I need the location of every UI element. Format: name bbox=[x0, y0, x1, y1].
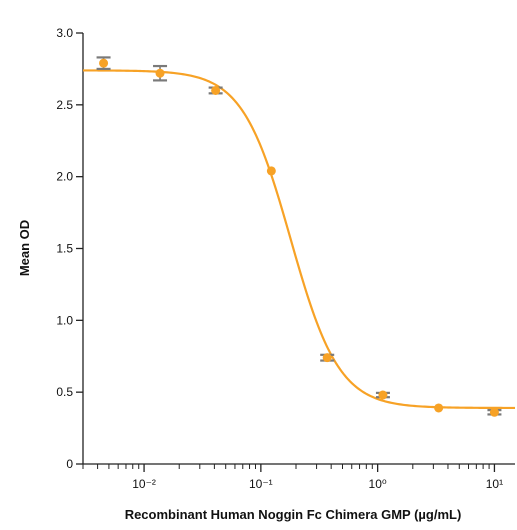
data-point-group bbox=[208, 85, 223, 95]
x-tick-label: 10⁰ bbox=[369, 477, 387, 491]
data-point-group bbox=[96, 56, 111, 71]
data-point bbox=[434, 403, 444, 413]
data-point-group bbox=[153, 64, 168, 82]
data-point-group bbox=[266, 166, 276, 176]
y-tick-label: 0.5 bbox=[56, 385, 73, 399]
fit-curve-layer bbox=[83, 69, 515, 410]
y-tick-label: 2.0 bbox=[56, 170, 73, 184]
x-tick-label: 10⁻¹ bbox=[249, 477, 273, 491]
data-point-group bbox=[434, 403, 444, 413]
data-point bbox=[322, 353, 332, 363]
y-tick-label: 2.5 bbox=[56, 98, 73, 112]
data-point-group bbox=[320, 353, 335, 363]
y-tick-label: 1.0 bbox=[56, 313, 73, 327]
y-axis-title: Mean OD bbox=[17, 220, 32, 276]
x-axis-title: Recombinant Human Noggin Fc Chimera GMP … bbox=[125, 507, 462, 522]
data-point bbox=[378, 390, 388, 400]
data-points-layer bbox=[96, 56, 502, 417]
data-point bbox=[489, 407, 499, 417]
y-tick-label: 1.5 bbox=[56, 242, 73, 256]
axes: 0 0.5 1.0 1.5 2.0 2.5 3.0 10⁻² 10⁻¹ 10⁰ 10¹ bbox=[56, 26, 515, 491]
x-tick-label: 10⁻² bbox=[132, 477, 156, 491]
data-point bbox=[99, 58, 109, 68]
fit-curve bbox=[83, 69, 515, 410]
y-tick-label: 0 bbox=[66, 457, 73, 471]
data-point bbox=[266, 166, 276, 176]
data-point bbox=[211, 85, 221, 95]
x-tick-label: 10¹ bbox=[486, 477, 503, 491]
y-tick-label: 3.0 bbox=[56, 26, 73, 40]
data-point bbox=[155, 68, 165, 78]
data-point-group bbox=[487, 407, 502, 417]
data-point-group bbox=[375, 390, 390, 400]
